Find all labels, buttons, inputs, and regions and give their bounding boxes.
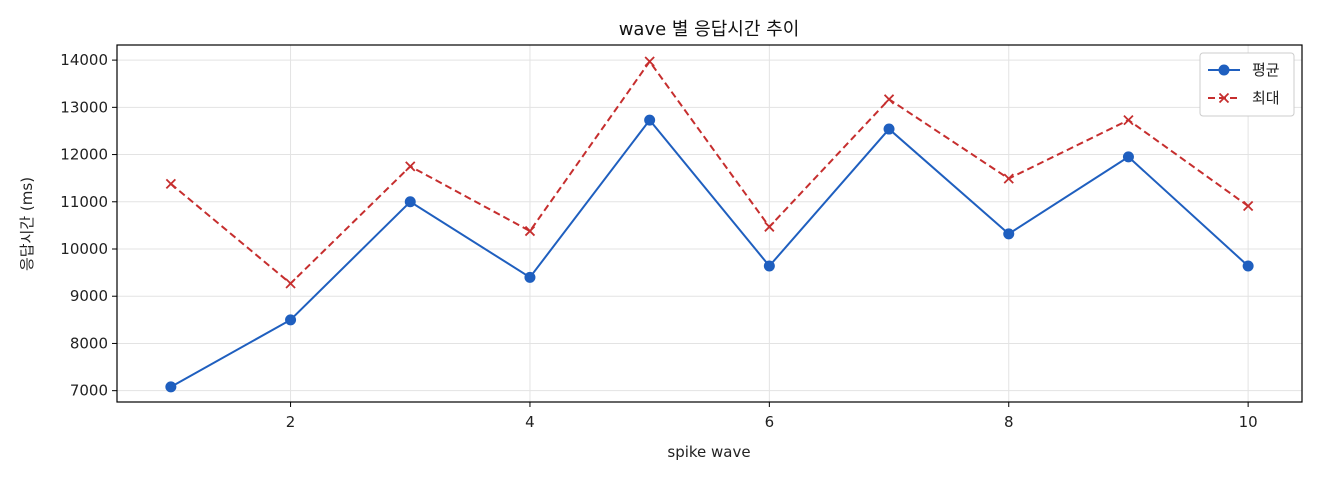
data-point <box>165 381 177 393</box>
data-point <box>404 196 416 208</box>
y-axis: 7000 8000 9000 10000 11000 12000 13000 14000 <box>60 51 117 400</box>
x-tick-label: 10 <box>1239 413 1258 431</box>
data-point <box>1003 228 1015 240</box>
data-point <box>644 114 656 126</box>
data-point <box>883 123 895 135</box>
data-point <box>1122 151 1134 163</box>
legend-box <box>1199 52 1295 117</box>
y-tick-label: 8000 <box>70 334 108 352</box>
data-point <box>285 314 297 326</box>
x-tick-label: 8 <box>1004 413 1014 431</box>
chart-title: wave 별 응답시간 추이 <box>619 19 800 40</box>
x-axis: 2 4 6 8 10 <box>286 402 1258 431</box>
data-point <box>644 56 655 67</box>
legend-marker <box>1218 92 1230 104</box>
data-point <box>524 225 536 237</box>
legend-label: 최대 <box>1252 89 1280 107</box>
legend-item: 평균 <box>1208 61 1280 79</box>
series-layer <box>165 56 1254 393</box>
data-point <box>764 221 775 232</box>
series-line <box>170 59 1249 285</box>
data-point <box>524 271 536 283</box>
data-point <box>165 178 177 189</box>
y-tick-label: 14000 <box>60 51 108 69</box>
legend-label: 평균 <box>1252 61 1280 79</box>
data-point <box>1003 173 1014 184</box>
x-tick-label: 4 <box>525 413 535 431</box>
data-point <box>1242 260 1254 272</box>
grid <box>117 45 1302 402</box>
legend-marker <box>1218 64 1230 76</box>
legend-item: 최대 <box>1208 89 1280 107</box>
data-point <box>763 260 775 272</box>
x-axis-title: spike wave <box>667 443 750 461</box>
data-point <box>285 278 296 289</box>
series-max <box>165 56 1254 289</box>
y-tick-label: 12000 <box>60 146 108 164</box>
x-tick-label: 2 <box>286 413 296 431</box>
data-point <box>1123 114 1134 126</box>
data-point <box>405 161 416 172</box>
y-axis-title: 응답시간 (ms) <box>18 177 36 271</box>
y-tick-label: 11000 <box>60 193 108 211</box>
data-point <box>883 94 895 105</box>
y-tick-label: 9000 <box>70 287 108 305</box>
data-point <box>1242 200 1254 212</box>
series-average <box>165 114 1254 393</box>
y-tick-label: 7000 <box>70 382 108 400</box>
x-tick-label: 6 <box>765 413 775 431</box>
y-tick-label: 10000 <box>60 240 108 258</box>
y-tick-label: 13000 <box>60 98 108 116</box>
plot-frame <box>116 44 1303 403</box>
series-line <box>170 118 1249 388</box>
